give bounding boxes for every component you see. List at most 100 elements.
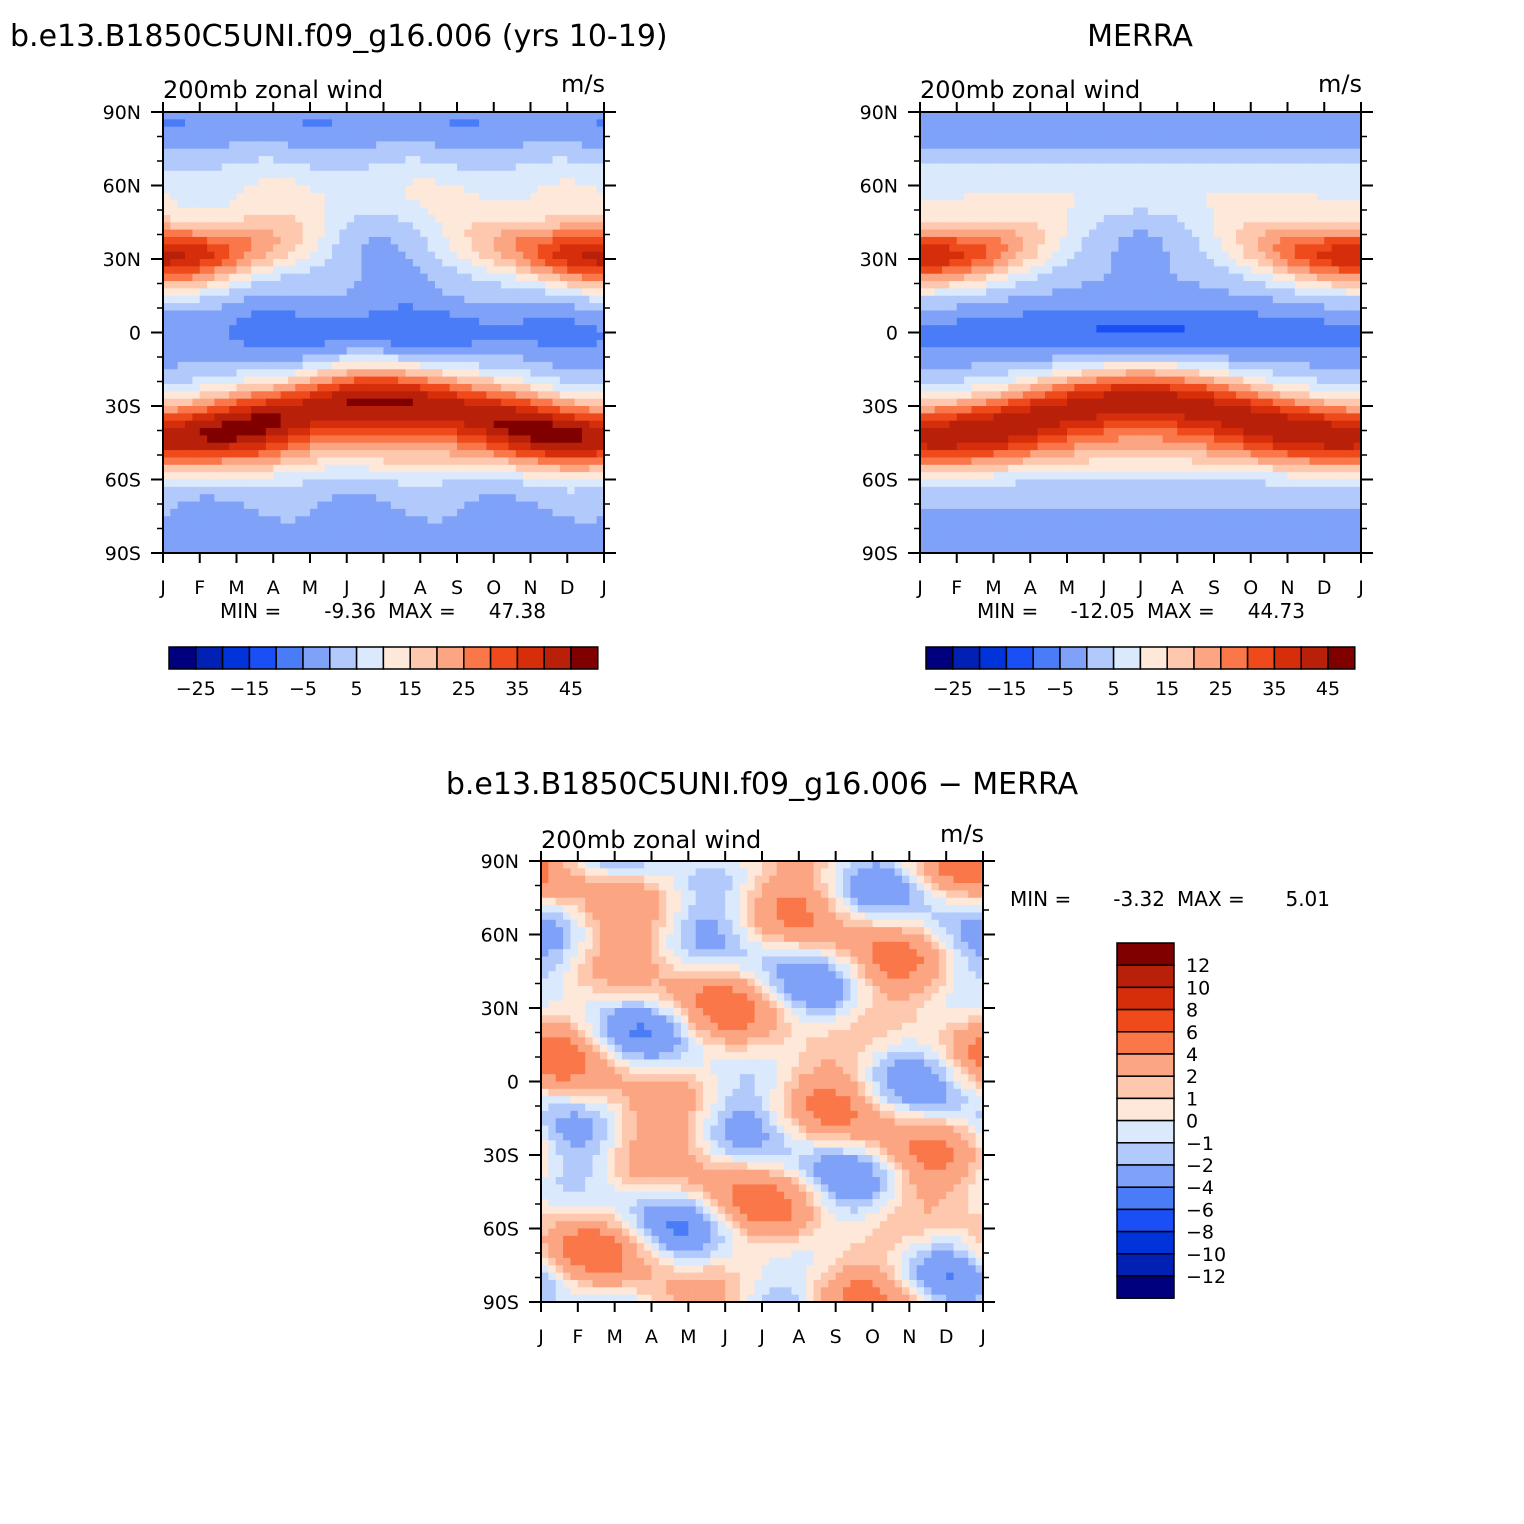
- contour-cell: [515, 361, 524, 370]
- contour-cell: [295, 494, 304, 503]
- contour-cell: [354, 229, 363, 238]
- contour-cell: [978, 170, 987, 179]
- contour-cell: [493, 295, 502, 304]
- contour-cell: [1044, 126, 1053, 135]
- contour-cell: [361, 332, 370, 341]
- contour-cell: [1030, 148, 1039, 157]
- contour-cell: [192, 288, 201, 297]
- contour-cell: [324, 479, 333, 488]
- contour-cell: [412, 229, 421, 238]
- contour-cell: [515, 222, 524, 231]
- contour-cell: [552, 325, 561, 334]
- contour-cell: [457, 413, 465, 422]
- contour-cell: [354, 178, 363, 187]
- contour-cell: [339, 420, 348, 429]
- model-contour-field: [163, 112, 605, 554]
- contour-cell: [442, 185, 451, 194]
- contour-cell: [949, 472, 958, 481]
- contour-cell: [971, 134, 980, 142]
- contour-cell: [530, 281, 539, 289]
- contour-cell: [280, 530, 289, 539]
- contour-cell: [310, 112, 318, 120]
- contour-cell: [934, 523, 943, 532]
- contour-cell: [287, 207, 296, 216]
- contour-cell: [214, 163, 223, 172]
- contour-cell: [434, 428, 443, 436]
- contour-cell: [354, 141, 363, 150]
- contour-cell: [412, 347, 421, 356]
- contour-cell: [427, 273, 436, 282]
- contour-cell: [339, 383, 348, 392]
- contour-cell: [390, 134, 399, 142]
- contour-cell: [185, 538, 193, 547]
- contour-cell: [427, 295, 436, 304]
- contour-cell: [280, 383, 289, 392]
- contour-cell: [596, 354, 605, 363]
- contour-cell: [471, 420, 480, 429]
- contour-cell: [956, 281, 965, 289]
- contour-cell: [530, 156, 539, 165]
- contour-cell: [486, 435, 495, 444]
- contour-cell: [1030, 457, 1039, 466]
- contour-cell: [310, 288, 318, 297]
- contour-cell: [376, 244, 385, 253]
- contour-cell: [949, 361, 958, 370]
- contour-cell: [221, 413, 230, 422]
- contour-cell: [273, 185, 282, 194]
- contour-cell: [185, 126, 193, 135]
- contour-cell: [324, 295, 333, 304]
- contour-cell: [214, 148, 223, 157]
- contour-cell: [243, 354, 252, 363]
- contour-cell: [273, 376, 282, 385]
- contour-cell: [523, 192, 532, 201]
- contour-cell: [934, 244, 943, 253]
- contour-cell: [920, 229, 928, 238]
- contour-cell: [1067, 530, 1075, 539]
- contour-cell: [486, 369, 495, 378]
- contour-cell: [273, 295, 282, 304]
- contour-cell: [317, 361, 326, 370]
- contour-cell: [1015, 494, 1024, 503]
- contour-cell: [479, 185, 487, 194]
- contour-cell: [486, 501, 495, 510]
- contour-cell: [523, 354, 532, 363]
- contour-cell: [434, 222, 443, 231]
- contour-cell: [986, 450, 995, 459]
- contour-cell: [383, 347, 392, 356]
- contour-cell: [501, 244, 510, 253]
- contour-cell: [964, 354, 973, 363]
- contour-cell: [971, 428, 980, 436]
- contour-cell: [412, 281, 421, 289]
- contour-cell: [508, 332, 517, 341]
- contour-cell: [1008, 494, 1017, 503]
- contour-cell: [457, 134, 465, 142]
- contour-cell: [1067, 126, 1075, 135]
- contour-cell: [1008, 244, 1017, 253]
- contour-cell: [368, 538, 377, 547]
- contour-cell: [427, 251, 436, 260]
- contour-cell: [221, 332, 230, 341]
- contour-cell: [956, 442, 965, 451]
- contour-cell: [427, 207, 436, 216]
- contour-cell: [574, 244, 583, 253]
- contour-cell: [537, 538, 546, 547]
- contour-cell: [942, 192, 950, 201]
- contour-cell: [192, 332, 201, 341]
- contour-cell: [199, 170, 208, 179]
- contour-cell: [427, 112, 436, 120]
- contour-cell: [493, 479, 502, 488]
- contour-cell: [971, 163, 980, 172]
- contour-cell: [1000, 141, 1009, 150]
- contour-cell: [581, 383, 590, 392]
- contour-cell: [574, 273, 583, 282]
- contour-cell: [464, 347, 473, 356]
- contour-cell: [434, 126, 443, 135]
- contour-cell: [265, 214, 274, 223]
- contour-cell: [207, 383, 216, 392]
- contour-cell: [324, 545, 333, 554]
- contour-cell: [596, 295, 605, 304]
- contour-cell: [1052, 259, 1061, 267]
- contour-cell: [273, 347, 282, 356]
- contour-cell: [324, 200, 333, 209]
- contour-cell: [545, 347, 554, 356]
